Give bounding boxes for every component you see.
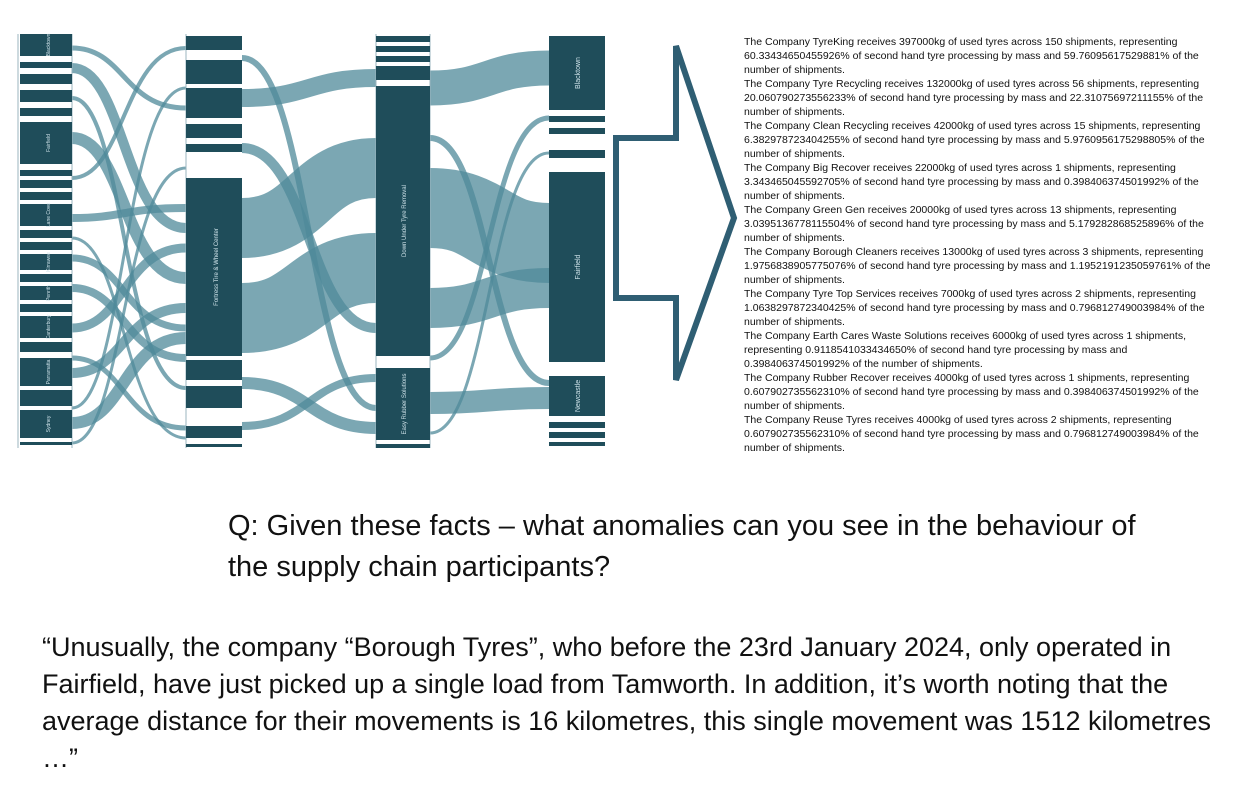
sankey-label-left-7: Parramatta — [46, 359, 52, 384]
sankey-label-down-under: Down Under Tyre Removal — [402, 185, 408, 257]
sankey-link — [240, 138, 378, 258]
sankey-node-left-5 — [20, 286, 72, 300]
sankey-node-dest-3 — [549, 376, 605, 416]
sankey-link — [71, 204, 187, 222]
sankey-label-left-5: Penrith — [46, 285, 52, 301]
sankey-node-left-7 — [20, 358, 72, 386]
sankey-label-dest-2: Fairfield — [575, 254, 582, 279]
fact-item: The Company Tyre Recycling receives 1320… — [744, 78, 1204, 118]
sankey-label-left-8: Sydney — [46, 415, 52, 432]
sankey-link — [71, 46, 187, 180]
sankey-label-left-4: Kirrawee — [46, 252, 52, 272]
sankey-node-left-6 — [20, 316, 72, 338]
sankey-link — [71, 236, 187, 440]
sankey-link — [240, 233, 378, 353]
sankey-label-easy-rubber: Easy Rubber Solutions — [402, 373, 408, 434]
sankey-link — [428, 168, 551, 283]
sankey-diagram: Blacktown Fairfield Lane Cove Kirrawee P… — [17, 33, 605, 448]
sankey-link — [241, 143, 377, 333]
sankey-node-left-2 — [20, 122, 72, 164]
sankey-node-dest-2 — [549, 172, 605, 362]
sankey-label-left-6: Canterbury — [46, 314, 52, 339]
question-text: Q: Given these facts – what anomalies ca… — [228, 510, 1136, 583]
sankey-label-dest-3: Newcastle — [575, 380, 582, 412]
sankey-node-easy-rubber — [376, 368, 430, 440]
sankey-node-down-under — [376, 86, 430, 356]
sankey-label-left-1: Blacktown — [46, 33, 52, 56]
sankey-link — [429, 50, 550, 106]
sankey-link — [241, 69, 377, 107]
sankey-nodes — [20, 34, 605, 448]
sankey-link — [429, 151, 550, 435]
fact-item: The Company Borough Cleaners receives 13… — [744, 246, 1211, 286]
sankey-node-dest-1 — [549, 36, 605, 110]
fact-item: The Company Earth Cares Waste Solutions … — [744, 330, 1186, 370]
sankey-link — [429, 115, 550, 361]
fact-item: The Company Tyre Top Services receives 7… — [744, 288, 1205, 328]
sankey-link — [71, 355, 187, 431]
sankey-link — [71, 243, 187, 333]
sankey-link — [429, 387, 550, 414]
answer-quote: “Unusually, the company “Borough Tyres”,… — [42, 632, 1212, 773]
fact-item: The Company Rubber Recover receives 4000… — [744, 372, 1199, 412]
sankey-link — [71, 63, 187, 233]
sankey-node-fortress — [186, 178, 242, 356]
sankey-node-left-4 — [20, 254, 72, 270]
sankey-link — [71, 132, 187, 284]
sankey-link — [71, 166, 187, 445]
facts-list: The Company TyreKing receives 397000kg o… — [744, 35, 1222, 455]
sankey-link — [71, 86, 187, 410]
fact-item: The Company Green Gen receives 20000kg o… — [744, 204, 1204, 244]
sankey-link — [71, 332, 187, 429]
sankey-links — [71, 45, 551, 445]
sankey-link — [429, 135, 550, 386]
sankey-node-left-1 — [20, 34, 72, 56]
sankey-label-fortress: Fortress Tire & Wheel Center — [214, 228, 220, 306]
sankey-label-dest-1: Blacktown — [575, 57, 582, 89]
sankey-node-left-3 — [20, 204, 72, 226]
right-arrow-icon — [613, 45, 738, 382]
sankey-link — [241, 374, 377, 430]
sankey-node-left-8 — [20, 410, 72, 438]
fact-item: The Company Clean Recycling receives 420… — [744, 120, 1205, 160]
sankey-label-left-2: Fairfield — [46, 134, 52, 152]
sankey-label-left-3: Lane Cove — [46, 203, 52, 227]
sankey-node-labels: Blacktown Fairfield Lane Cove Kirrawee P… — [46, 33, 582, 434]
sankey-link — [71, 284, 187, 362]
fact-item: The Company Reuse Tyres receives 4000kg … — [744, 414, 1199, 454]
fact-item: The Company Big Recover receives 22000kg… — [744, 162, 1199, 202]
sankey-link — [71, 45, 187, 111]
fact-item: The Company TyreKing receives 397000kg o… — [744, 36, 1199, 76]
